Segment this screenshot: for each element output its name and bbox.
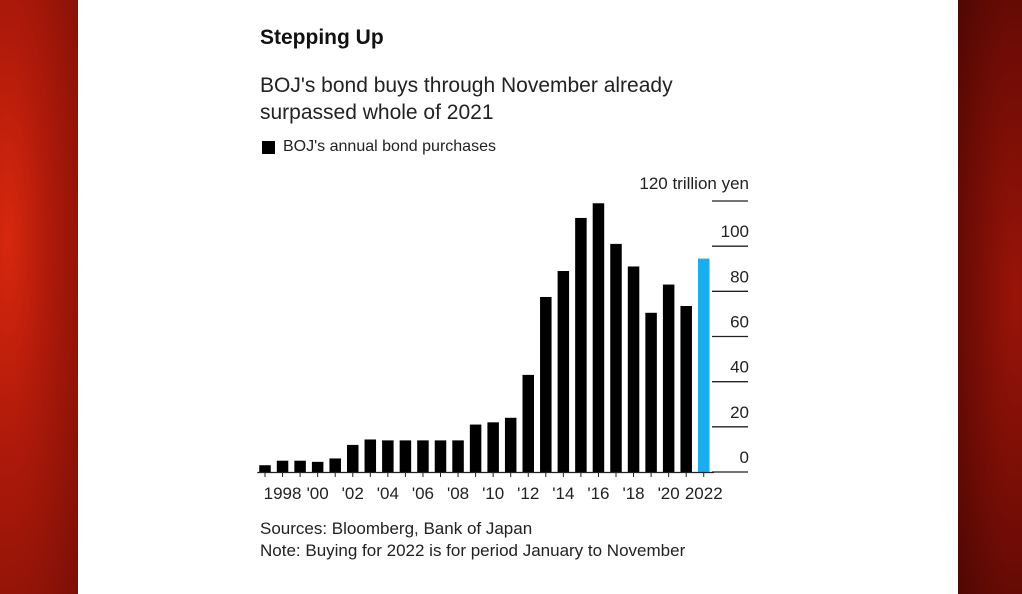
background-left-border bbox=[0, 0, 78, 594]
bar-2012 bbox=[522, 374, 534, 472]
x-tick-label-2014: '14 bbox=[552, 484, 574, 503]
chart-panel bbox=[78, 0, 958, 594]
bar-2014 bbox=[557, 271, 570, 472]
y-tick-label-60: 60 bbox=[730, 313, 749, 332]
chart-title: Stepping Up bbox=[260, 26, 384, 49]
x-tick-label-2018: '18 bbox=[622, 484, 644, 503]
chart-footer: Sources: Bloomberg, Bank of Japan Note: … bbox=[260, 518, 685, 562]
x-tick-label-2000: '00 bbox=[307, 484, 329, 503]
bar-2001 bbox=[329, 458, 341, 472]
x-tick-label-2010: '10 bbox=[482, 484, 504, 503]
bar-2013 bbox=[540, 296, 552, 472]
bar-2004 bbox=[382, 440, 394, 472]
footnote: Note: Buying for 2022 is for period Janu… bbox=[260, 541, 686, 560]
y-tick-label-100: 100 bbox=[721, 222, 749, 241]
legend-label: BOJ's annual bond purchases bbox=[283, 138, 496, 155]
bar-2005 bbox=[399, 440, 412, 472]
y-tick-label-20: 20 bbox=[730, 403, 749, 422]
x-tick-label-2016: '16 bbox=[587, 484, 609, 503]
chart-legend: BOJ's annual bond purchases bbox=[262, 138, 496, 156]
x-axis: 1998 '00 '02 '04 '06 '08 '10 '12 '14 '16 '18 '20 202… bbox=[257, 471, 723, 503]
bar-2015 bbox=[575, 217, 587, 472]
bar-2007 bbox=[434, 440, 447, 472]
x-tick-label-2012: '12 bbox=[517, 484, 539, 503]
sources-note: Sources: Bloomberg, Bank of Japan bbox=[260, 519, 533, 538]
bar-1997 bbox=[259, 465, 271, 472]
bar-2008 bbox=[452, 440, 464, 472]
x-tick-label-2022: 2022 bbox=[685, 484, 723, 503]
bar-2009 bbox=[469, 424, 482, 472]
background-right-border bbox=[958, 0, 1022, 594]
bar-2022 bbox=[698, 258, 710, 472]
bar-1999 bbox=[294, 460, 306, 472]
bar-2010 bbox=[487, 422, 499, 472]
bar-2003 bbox=[364, 439, 377, 472]
bars-group bbox=[259, 203, 710, 472]
y-tick-label-80: 80 bbox=[730, 267, 749, 286]
x-tick-label-2020: '20 bbox=[658, 484, 680, 503]
bar-2018 bbox=[627, 266, 640, 472]
bar-2019 bbox=[645, 312, 657, 472]
bar-1998 bbox=[276, 460, 289, 472]
bar-2016 bbox=[592, 203, 605, 472]
bar-2000 bbox=[311, 461, 324, 472]
x-tick-label-2004: '04 bbox=[377, 484, 399, 503]
x-tick-label-2008: '08 bbox=[447, 484, 469, 503]
x-tick-label-2002: '02 bbox=[342, 484, 364, 503]
bar-2017 bbox=[610, 243, 622, 472]
x-tick-label-2006: '06 bbox=[412, 484, 434, 503]
bar-2006 bbox=[417, 440, 429, 472]
y-axis: 0 20 40 60 80 100 120 trillion yen bbox=[639, 174, 749, 473]
bar-2011 bbox=[504, 417, 517, 472]
legend-swatch bbox=[262, 140, 275, 154]
y-tick-label-0: 0 bbox=[740, 448, 749, 467]
bar-2021 bbox=[680, 306, 692, 472]
y-axis-unit-label: 120 trillion yen bbox=[639, 174, 749, 193]
bar-2002 bbox=[347, 444, 359, 472]
chart-subtitle: BOJ's bond buys through November already… bbox=[260, 74, 673, 124]
bar-2020 bbox=[662, 284, 675, 472]
y-tick-label-40: 40 bbox=[730, 358, 749, 377]
x-tick-label-1998: 1998 bbox=[264, 484, 302, 503]
